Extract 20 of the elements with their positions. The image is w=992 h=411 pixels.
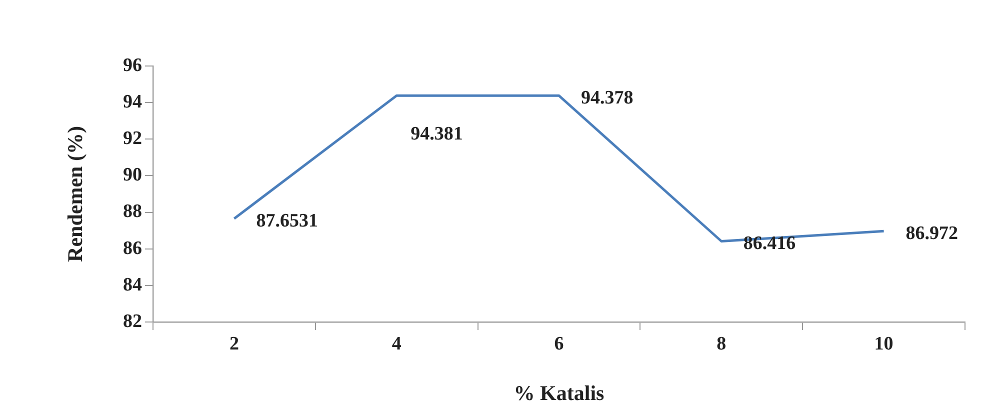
data-label: 87.6531 [256,210,318,232]
data-label: 94.378 [581,88,634,109]
y-axis-title: Rendemen (%) [63,126,88,262]
y-tick-label: 94 [123,91,142,112]
x-tick-label: 10 [874,333,894,354]
y-tick-label: 90 [123,164,142,186]
y-tick-label: 92 [123,128,142,150]
y-tick-label: 88 [123,201,142,222]
y-tick-label: 82 [123,310,142,332]
x-tick-label: 4 [392,333,402,354]
x-tick-label: 6 [554,333,564,354]
x-tick-label: 8 [716,333,726,354]
x-tick-label: 2 [229,333,239,354]
data-label: 94.381 [410,124,463,145]
y-tick-label: 86 [123,238,142,259]
x-axis-title: % Katalis [514,380,604,405]
data-label: 86.416 [743,233,796,254]
y-tick-label: 84 [123,274,142,296]
y-tick-label: 96 [123,54,142,76]
data-label: 86.972 [906,222,958,244]
